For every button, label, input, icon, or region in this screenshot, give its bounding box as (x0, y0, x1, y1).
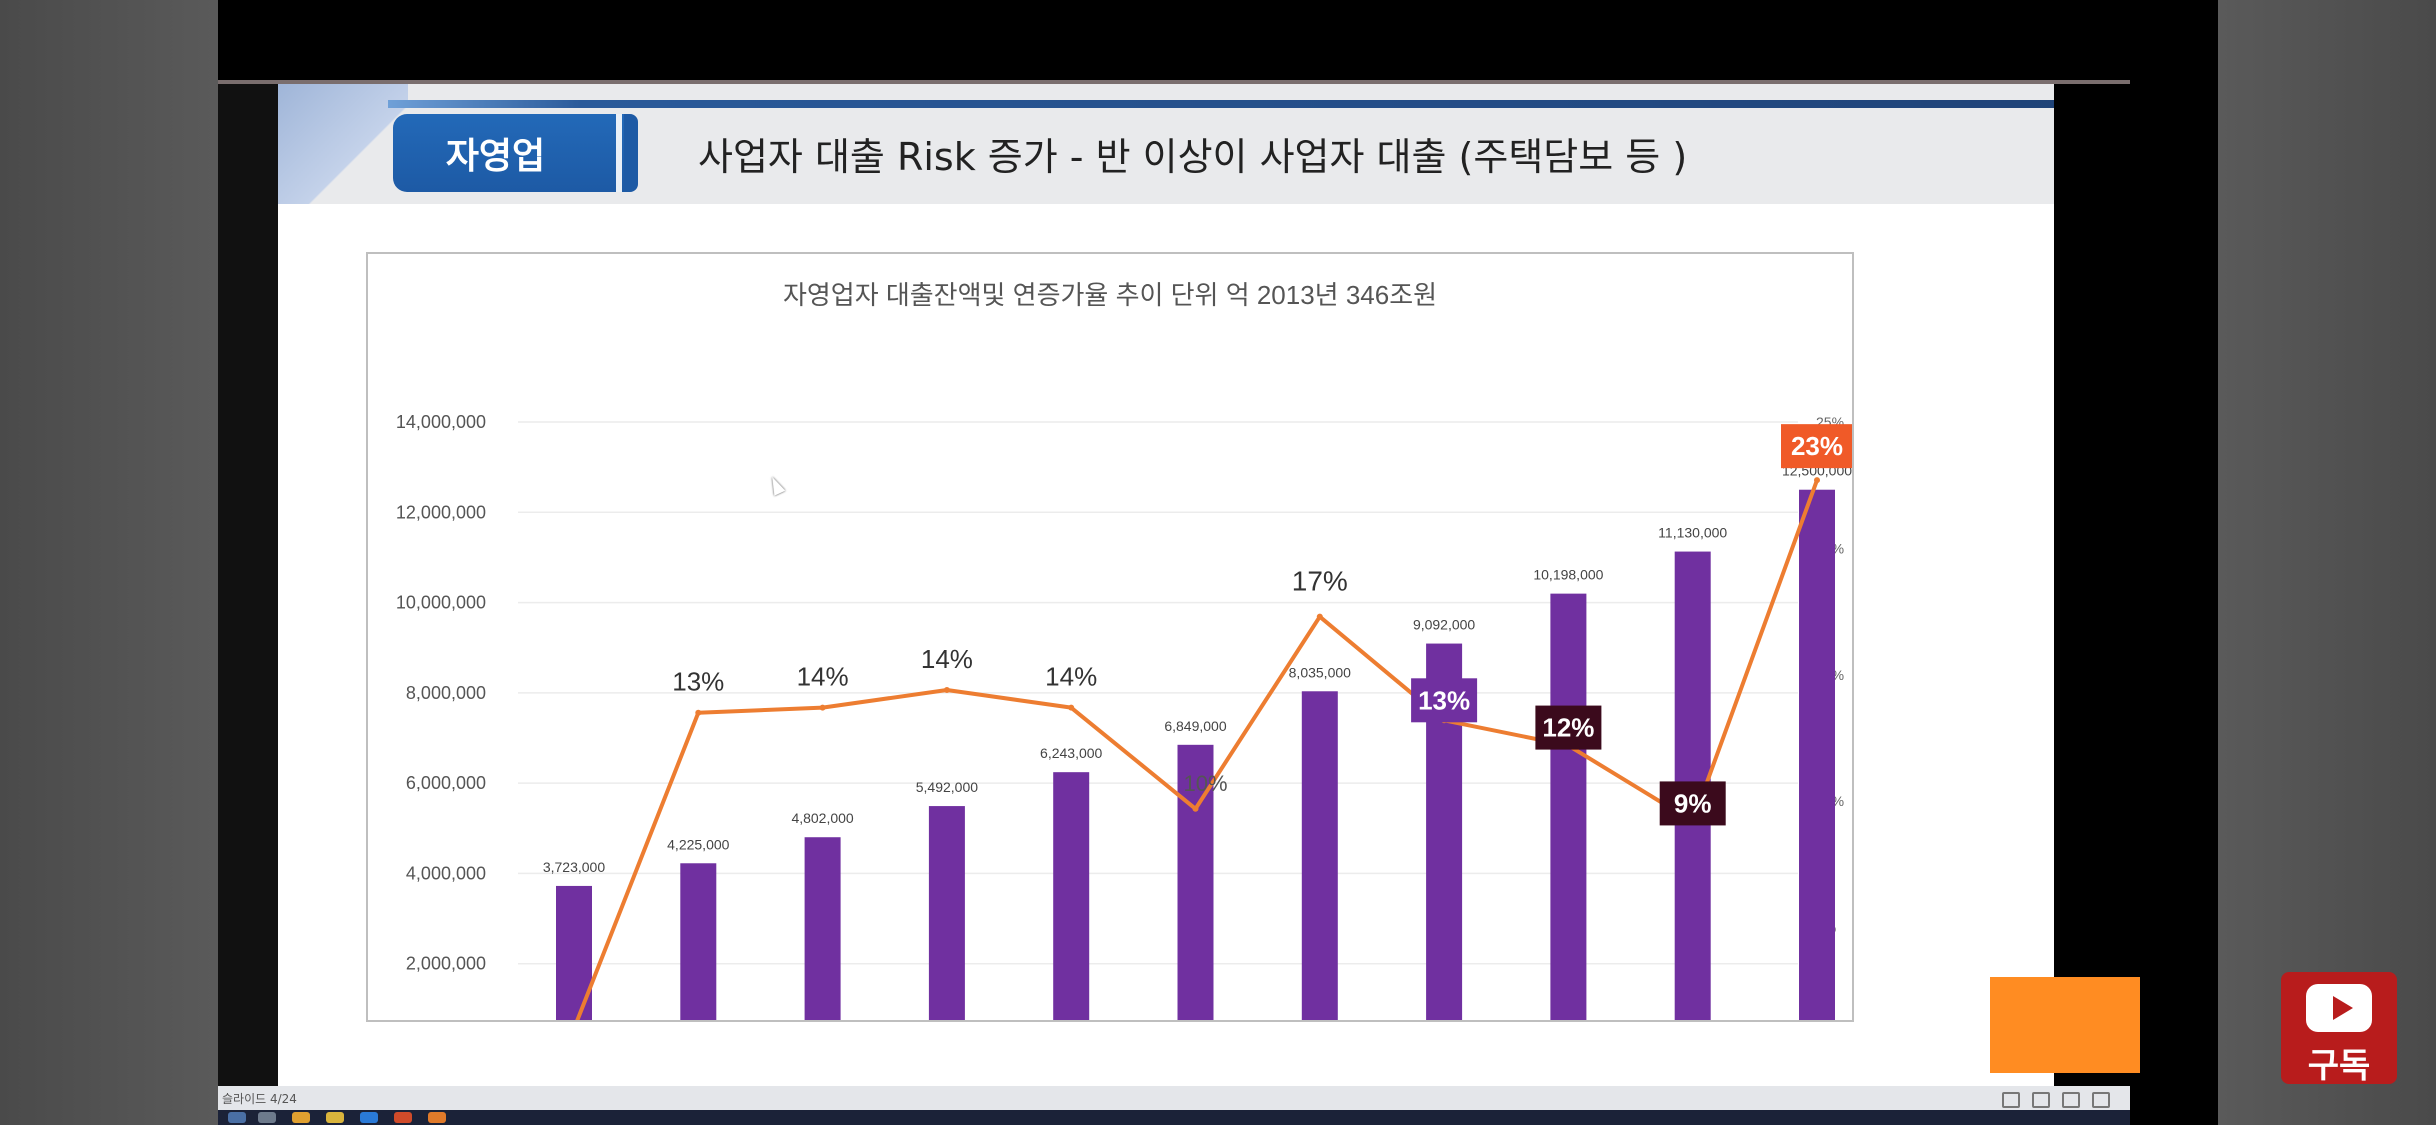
rate-label: 14% (797, 662, 849, 692)
rate-label-box (1781, 424, 1852, 469)
y-tick-label: 14,000,000 (396, 412, 486, 432)
y-tick-label: 2,000,000 (406, 954, 486, 974)
line-point (1814, 477, 1820, 484)
line-point (695, 709, 702, 716)
bar (1799, 489, 1835, 1020)
bar (928, 806, 965, 1020)
folder-icon[interactable] (292, 1112, 310, 1123)
y-tick-label: 8,000,000 (406, 683, 486, 703)
play-triangle-icon (2333, 996, 2353, 1020)
rate-label: 12% (1542, 713, 1594, 743)
sorter-view-icon[interactable] (2032, 1092, 2050, 1108)
bar-value-label: 4,225,000 (667, 836, 729, 852)
bar (1550, 593, 1587, 1020)
normal-view-icon[interactable] (2002, 1092, 2020, 1108)
bar-value-label: 9,092,000 (1413, 617, 1475, 633)
rate-label: 17% (1292, 566, 1348, 597)
bar-value-label: 5,492,000 (916, 779, 978, 795)
subscribe-label: 구독 (2307, 1046, 2371, 1086)
powerpoint-icon[interactable] (428, 1112, 446, 1123)
bar-value-label: 11,130,000 (1658, 525, 1727, 541)
youtube-subscribe-button[interactable]: 구독 (2281, 972, 2397, 1086)
presentation-slide: 자영업 사업자 대출 Risk 증가 - 반 이상이 사업자 대출 (주택담보 … (278, 84, 2054, 1086)
bar (1301, 691, 1338, 1020)
rate-label: 9% (1674, 788, 1712, 818)
bar (1053, 772, 1090, 1020)
rate-label: 14% (921, 644, 973, 674)
edge-icon[interactable] (360, 1112, 378, 1123)
chrome-icon[interactable] (394, 1112, 412, 1123)
y-tick-label: 4,000,000 (406, 863, 486, 883)
windows-taskbar (218, 1110, 2130, 1125)
rate-label: 13% (672, 667, 724, 697)
bar-value-label: 3,723,000 (543, 859, 605, 875)
y-tick-label: 12,000,000 (396, 502, 486, 522)
line-point (819, 704, 826, 711)
slideshow-icon[interactable] (2092, 1092, 2110, 1108)
badge-tab (624, 114, 638, 192)
background-right (2218, 0, 2436, 1125)
y-tick-label: 10,000,000 (396, 593, 486, 613)
bar (680, 863, 717, 1020)
orange-overlay-block (1990, 977, 2140, 1073)
line-point (1068, 704, 1075, 711)
bar-value-label: 6,849,000 (1164, 718, 1226, 734)
bar-value-label: 6,243,000 (1040, 745, 1102, 761)
bar-value-label: 8,035,000 (1289, 664, 1351, 680)
header-accent-line (388, 100, 2054, 108)
rate-label-box (1411, 678, 1478, 723)
line-point (1316, 613, 1323, 620)
view-controls (2002, 1092, 2110, 1108)
chart-title: 자영업자 대출잔액및 연증가율 추이 단위 억 2013년 346조원 (783, 280, 1437, 310)
rate-label: 23% (1791, 431, 1843, 461)
slide-title: 사업자 대출 Risk 증가 - 반 이상이 사업자 대출 (주택담보 등 ) (698, 135, 1688, 179)
search-icon[interactable] (258, 1112, 276, 1123)
chart-frame: 자영업자 대출잔액및 연증가율 추이 단위 억 2013년 346조원-2,00… (366, 252, 1854, 1022)
y-tick-label: 6,000,000 (406, 773, 486, 793)
rate-label: 13% (1418, 685, 1470, 715)
slide-counter: 슬라이드 4/24 (222, 1092, 297, 1106)
line-point (1192, 805, 1199, 812)
section-badge: 자영업 (393, 114, 638, 192)
rate-label-box (1535, 705, 1602, 750)
files-icon[interactable] (326, 1112, 344, 1123)
bar (804, 837, 841, 1020)
bar-value-label: 10,198,000 (1533, 567, 1603, 583)
screen-left-strip (218, 84, 278, 1086)
reading-view-icon[interactable] (2062, 1092, 2080, 1108)
start-icon[interactable] (228, 1112, 246, 1123)
bar-value-label: 4,802,000 (791, 810, 853, 826)
line-point (943, 686, 950, 693)
rate-label: 10% (1183, 771, 1227, 796)
rate-label-box (1659, 781, 1726, 826)
background-left (0, 0, 218, 1125)
screen-top-line (218, 80, 2130, 84)
badge-divider (616, 114, 622, 192)
loan-chart: 자영업자 대출잔액및 연증가율 추이 단위 억 2013년 346조원-2,00… (396, 280, 1852, 1020)
header-decoration (278, 84, 408, 204)
rate-label: 14% (1045, 662, 1097, 692)
